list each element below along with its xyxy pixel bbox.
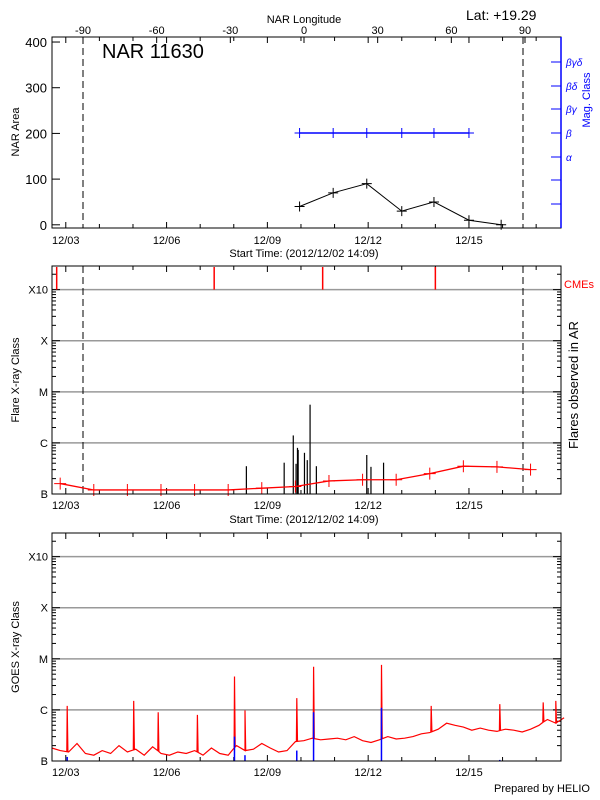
plot-frame [51, 532, 562, 762]
x-tick-label: 12/09 [254, 767, 282, 779]
data-point [255, 482, 268, 495]
data-point [396, 206, 407, 217]
y2-axis-label: Mag. Class [581, 72, 593, 128]
cme-label: CMEs [564, 279, 594, 291]
y-tick-label: M [39, 387, 48, 399]
top-tick-label: 60 [445, 25, 457, 37]
x-axis-label: Start Time: (2012/12/02 14:09) [229, 248, 378, 260]
data-point [54, 477, 67, 490]
x-tick-label: 12/12 [354, 235, 382, 247]
data-point [423, 467, 436, 480]
x-tick-label: 12/03 [52, 767, 80, 779]
data-point [322, 474, 335, 487]
data-point [490, 460, 503, 473]
x-tick-label: 12/12 [354, 767, 382, 779]
x-tick-label: 12/15 [455, 767, 483, 779]
chart-title: NAR 11630 [102, 41, 204, 63]
y-tick-label: B [41, 489, 48, 501]
data-point [356, 473, 369, 486]
top-tick-label: 0 [301, 25, 307, 37]
goes-flux-line [51, 664, 565, 756]
x-tick-label: 12/06 [153, 500, 181, 512]
top-tick-label: 90 [519, 25, 531, 37]
y-tick-label: 300 [25, 81, 47, 96]
x-tick-label: 12/09 [254, 235, 282, 247]
data-point [428, 128, 439, 138]
y-tick-label: 100 [25, 172, 47, 187]
panel-flares: Flare X-ray Class Flares observed in AR … [10, 265, 594, 526]
y-axis-label: Flare X-ray Class [10, 337, 22, 422]
top-axis-label: NAR Longitude [267, 14, 342, 26]
top-tick-label: 30 [372, 25, 384, 37]
footer-credit: Prepared by HELIO [494, 783, 590, 795]
data-point [361, 128, 372, 138]
data-point [294, 128, 305, 138]
top-tick-label: -90 [75, 25, 91, 37]
data-point [289, 480, 302, 493]
x-tick-label: 12/15 [455, 235, 483, 247]
latitude-label: Lat: +19.29 [466, 7, 537, 23]
y2-tick-label: α [566, 153, 572, 164]
y-tick-label: X10 [28, 552, 48, 564]
data-point [361, 178, 372, 189]
x-tick-label: 12/03 [52, 500, 80, 512]
x-tick-label: 12/09 [254, 500, 282, 512]
y2-axis-label: Flares observed in AR [566, 321, 581, 449]
y-tick-label: 200 [25, 126, 47, 141]
data-point [294, 201, 305, 212]
y2-tick-label: β [565, 129, 572, 140]
data-point [328, 187, 339, 198]
data-point [328, 128, 339, 138]
y2-tick-label: βγ [565, 105, 578, 116]
x-axis-label: Start Time: (2012/12/02 14:09) [229, 514, 378, 526]
panel-goes: GOES X-ray Class Prepared by HELIO B C M X X… [10, 532, 590, 795]
data-point [396, 128, 407, 138]
y-tick-label: X10 [28, 285, 48, 297]
data-point [524, 463, 537, 476]
x-tick-label: 12/15 [455, 500, 483, 512]
y-tick-label: 400 [25, 35, 47, 50]
y-axis-label: GOES X-ray Class [10, 601, 22, 693]
y-tick-label: B [41, 756, 48, 768]
y-tick-label: C [40, 705, 48, 717]
panel-nar-area: NAR Longitude Lat: +19.29 NAR 11630 NAR … [10, 7, 593, 260]
y2-tick-label: βδ [565, 82, 578, 93]
y-tick-label: M [39, 654, 48, 666]
top-tick-label: -60 [149, 25, 165, 37]
y-tick-label: 0 [40, 218, 47, 233]
y-tick-label: C [40, 438, 48, 450]
x-tick-label: 12/06 [153, 235, 181, 247]
data-point [496, 219, 507, 230]
data-point [457, 460, 470, 473]
data-point [463, 215, 474, 226]
y2-tick-label: βγδ [565, 58, 583, 69]
area-line [299, 183, 502, 226]
data-point [428, 196, 439, 207]
y-axis-label: NAR Area [10, 107, 22, 157]
data-point [390, 473, 403, 486]
x-tick-label: 12/12 [354, 500, 382, 512]
y-tick-label: X [41, 336, 49, 348]
y-tick-label: X [41, 603, 49, 615]
plot-frame [51, 265, 562, 495]
x-tick-label: 12/06 [153, 767, 181, 779]
top-tick-label: -30 [222, 25, 238, 37]
data-point [463, 128, 474, 138]
x-tick-label: 12/03 [52, 235, 80, 247]
